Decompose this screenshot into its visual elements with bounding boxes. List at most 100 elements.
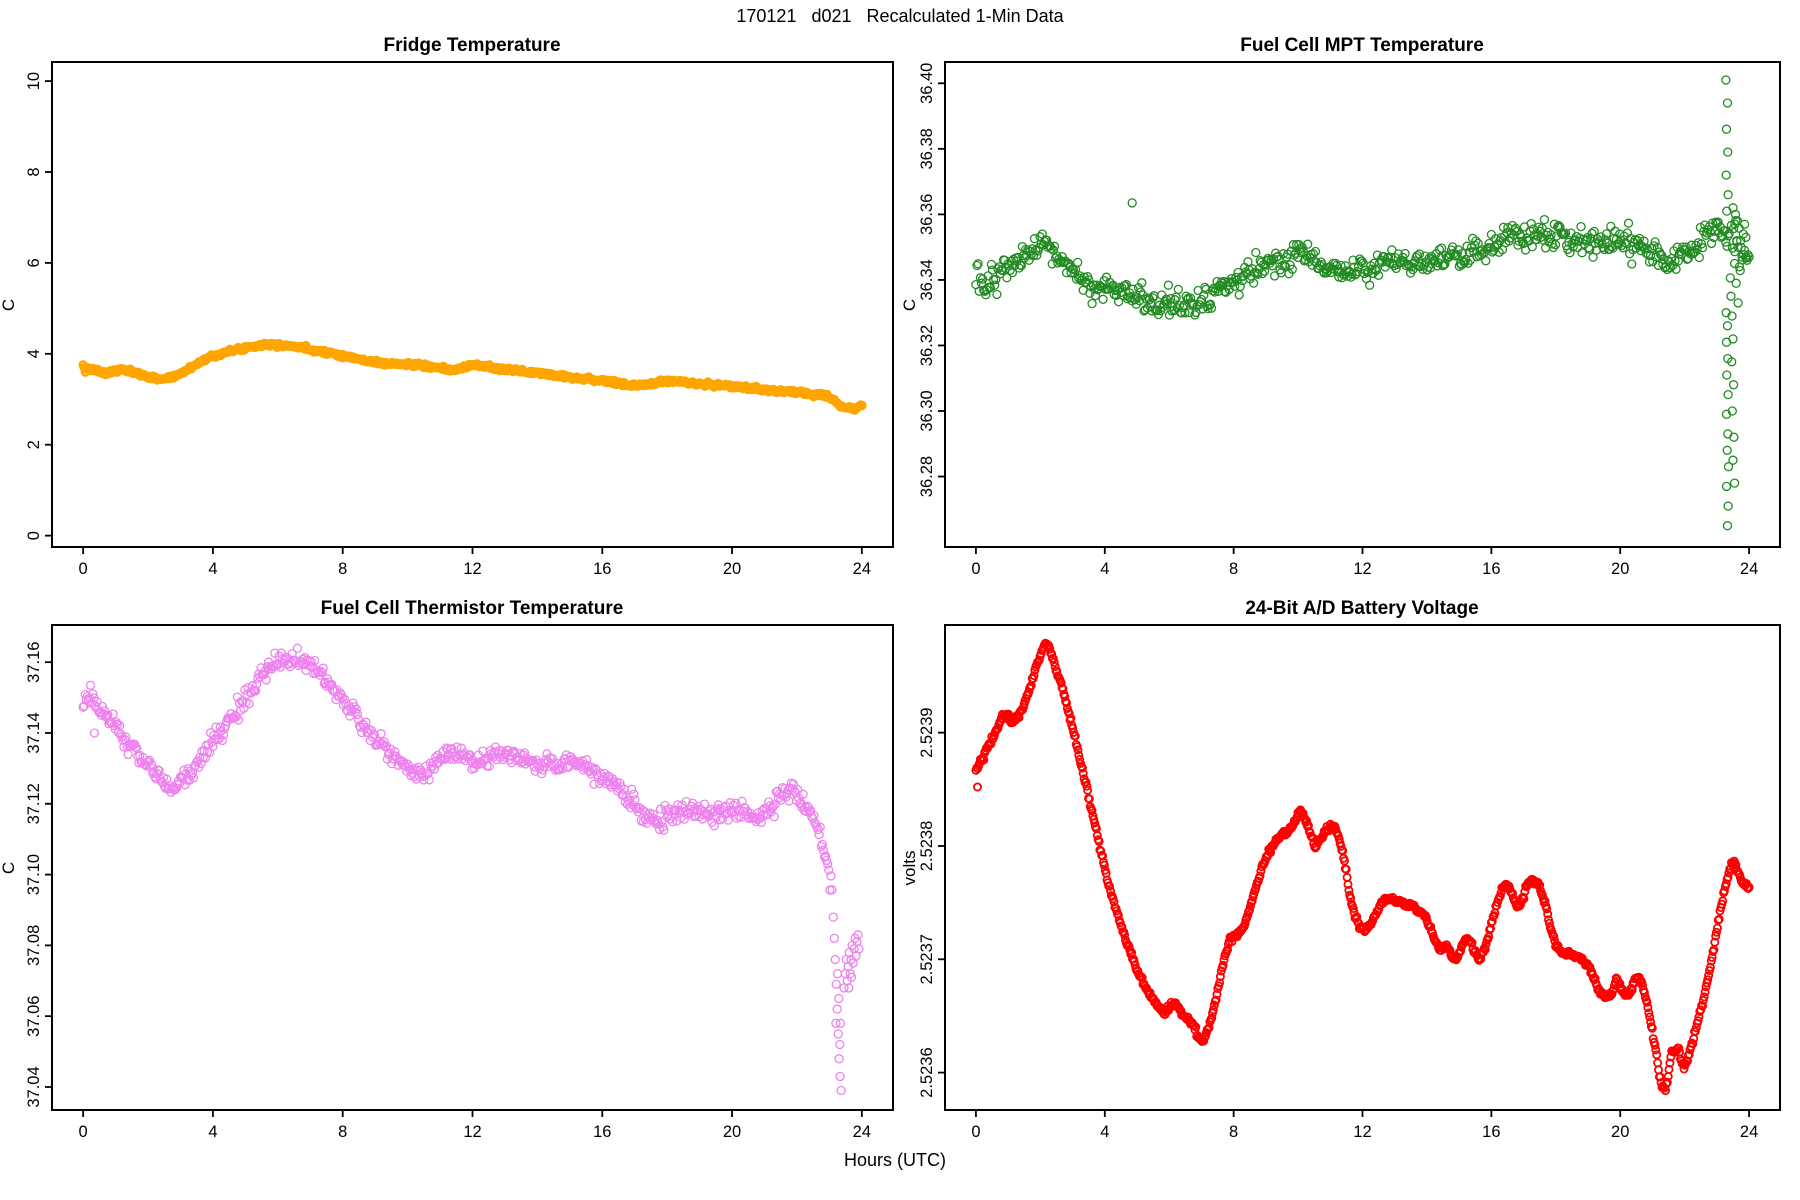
data-point: [338, 700, 349, 710]
y-tick-label: 2.5237: [918, 934, 936, 984]
data-point: [1207, 1013, 1217, 1023]
data-point: [1099, 860, 1109, 870]
data-point: [1160, 296, 1170, 306]
data-point: [1373, 270, 1384, 280]
data-point: [813, 824, 823, 835]
data-point: [1302, 816, 1312, 826]
data-point-outlier: [1732, 235, 1742, 246]
data-point: [1203, 303, 1213, 314]
data-point: [1208, 1005, 1218, 1015]
data-point: [1735, 265, 1745, 276]
data-point: [351, 704, 361, 714]
data-point-outlier: [853, 930, 863, 940]
data-point: [1090, 818, 1100, 828]
data-point: [1120, 930, 1130, 940]
data-point: [1222, 945, 1232, 955]
data-point: [390, 747, 400, 757]
data-point: [1674, 1043, 1684, 1053]
x-axis-outer-label: Hours (UTC): [844, 1150, 946, 1170]
data-point: [1077, 763, 1087, 773]
data-point: [765, 801, 775, 811]
data-point: [1083, 785, 1093, 795]
data-point: [730, 798, 741, 808]
data-point: [424, 775, 434, 785]
data-point: [88, 689, 98, 699]
data-point-outlier: [1727, 311, 1737, 321]
x-tick-label: 4: [1100, 1123, 1109, 1141]
data-point: [1070, 731, 1080, 741]
data-point: [1728, 223, 1739, 234]
data-point: [349, 702, 359, 712]
data-point: [972, 260, 982, 271]
data-point: [1420, 251, 1430, 261]
data-point: [824, 865, 834, 875]
y-tick-label: 10: [25, 72, 43, 90]
data-point: [1679, 1064, 1689, 1074]
y-tick-label: 36.28: [918, 456, 936, 497]
y-tick-label: 2.5239: [918, 707, 936, 757]
y-axis-label: C: [0, 862, 18, 874]
data-point: [1711, 931, 1721, 941]
data-point: [1120, 281, 1130, 291]
data-point-outlier: [835, 1018, 846, 1028]
data-point-outlier: [1722, 370, 1732, 380]
y-tick-label: 36.38: [918, 128, 936, 169]
data-point: [1204, 1023, 1214, 1033]
data-point: [1550, 240, 1561, 250]
data-point: [979, 285, 989, 295]
data-point: [1105, 886, 1115, 896]
data-point: [992, 289, 1002, 300]
data-point-outlier: [1721, 75, 1731, 85]
y-tick-label: 37.08: [25, 925, 43, 966]
data-point: [1706, 238, 1717, 249]
data-point-outlier: [1728, 334, 1738, 344]
data-point: [376, 729, 386, 739]
data-point: [1121, 279, 1132, 290]
x-tick-label: 12: [463, 560, 481, 578]
y-tick-label: 37.06: [25, 996, 43, 1037]
data-point: [1219, 276, 1229, 287]
data-point: [1452, 249, 1462, 260]
data-point: [1607, 989, 1617, 999]
data-point: [239, 703, 249, 713]
x-tick-label: 24: [853, 560, 871, 578]
data-point: [1690, 1026, 1700, 1036]
data-point: [1696, 239, 1707, 249]
x-tick-label: 0: [79, 560, 88, 578]
data-point-outlier: [1732, 216, 1743, 226]
data-point: [1710, 937, 1720, 947]
points-layer: [78, 338, 867, 415]
data-point: [1357, 256, 1367, 266]
data-point: [1546, 230, 1556, 240]
x-tick-label: 12: [463, 1123, 481, 1141]
data-point: [317, 667, 327, 678]
data-point: [1691, 240, 1701, 251]
x-tick-label: 20: [1611, 560, 1629, 578]
data-point: [1548, 242, 1558, 253]
data-point: [369, 730, 380, 740]
data-point: [1698, 1001, 1708, 1011]
data-point: [1212, 989, 1222, 999]
data-point: [1697, 243, 1708, 253]
data-point: [1215, 978, 1225, 988]
data-point: [1087, 298, 1097, 309]
data-point: [1650, 237, 1660, 247]
data-point: [1255, 871, 1265, 881]
data-point: [318, 663, 328, 673]
data-point: [1342, 872, 1352, 882]
data-point: [768, 801, 778, 811]
data-point: [1576, 221, 1586, 232]
data-point: [1218, 960, 1228, 970]
y-tick-label: 2: [25, 440, 43, 449]
data-point: [1248, 278, 1259, 288]
data-point: [1577, 248, 1587, 258]
data-point: [1481, 256, 1491, 266]
y-axis-label: C: [900, 299, 919, 311]
data-point: [1662, 1077, 1672, 1087]
data-point-outlier: [1727, 406, 1737, 416]
data-point-outlier: [89, 728, 100, 738]
data-point: [1235, 281, 1245, 292]
data-point: [1029, 234, 1040, 244]
data-point-outlier: [834, 1054, 844, 1064]
points-layer: [971, 638, 1754, 1096]
